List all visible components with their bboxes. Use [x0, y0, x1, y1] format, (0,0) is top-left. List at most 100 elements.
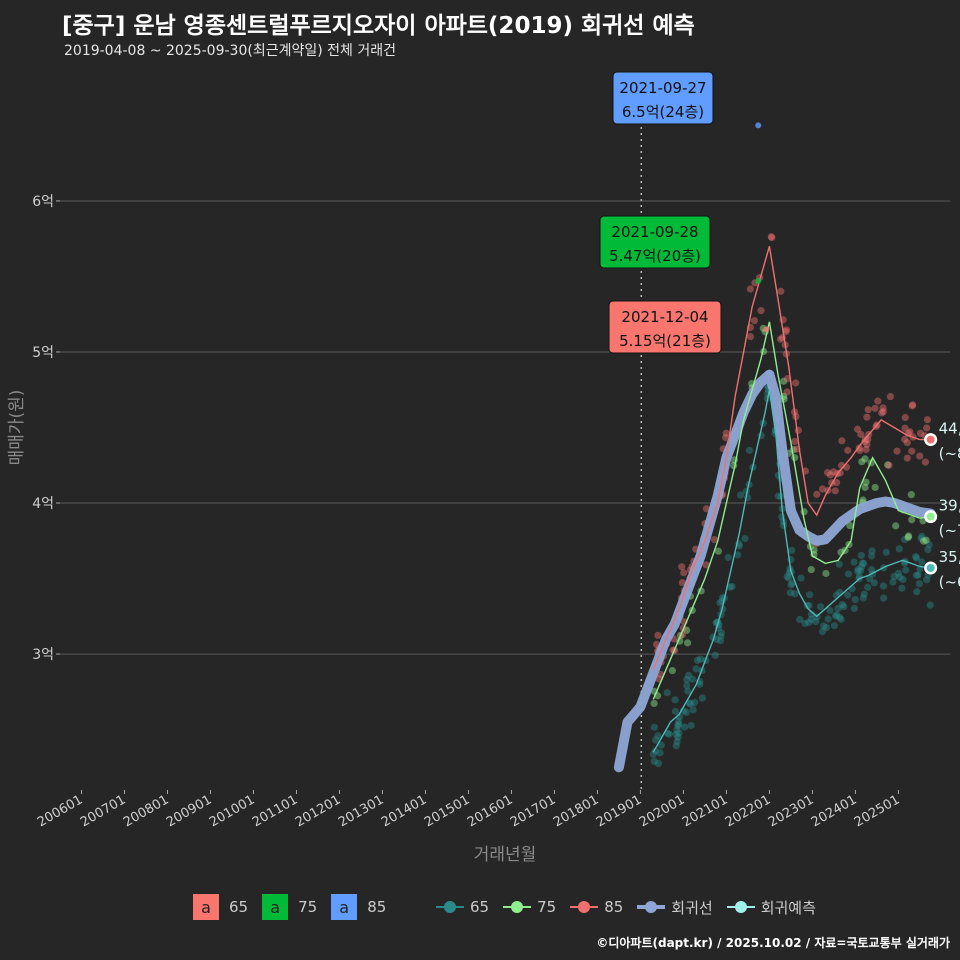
- scatter-point: [903, 439, 911, 447]
- scatter-point: [686, 700, 695, 708]
- x-axis-title: 거래년월: [474, 845, 537, 865]
- scatter-point: [794, 426, 803, 434]
- y-axis-title: 매매가(원): [7, 390, 27, 466]
- scatter-point: [923, 576, 931, 584]
- scatter-point: [831, 487, 839, 495]
- scatter-point: [835, 560, 843, 568]
- y-tick-label: 3억: [32, 647, 54, 663]
- scatter-point: [868, 547, 876, 555]
- scatter-point: [871, 404, 879, 412]
- scatter-point: [672, 730, 680, 738]
- scatter-point: [886, 392, 895, 401]
- scatter-point: [750, 317, 759, 325]
- scatter-point: [816, 603, 825, 611]
- legend-label-box-85: 85: [367, 898, 387, 916]
- scatter-point: [684, 639, 692, 647]
- scatter-point: [675, 729, 683, 737]
- callout-box: [612, 71, 714, 125]
- scatter-point: [678, 563, 686, 571]
- scatter-point: [912, 554, 921, 562]
- y-tick-label: 5억: [32, 345, 54, 361]
- scatter-point: [895, 545, 903, 553]
- scatter-point: [824, 615, 832, 623]
- end-label-area: (~85㎡): [939, 445, 960, 463]
- scatter-point: [791, 454, 799, 462]
- end-marker-dot: [926, 563, 935, 572]
- scatter-point: [722, 433, 730, 442]
- scatter-point: [858, 559, 866, 567]
- scatter-point: [741, 534, 749, 543]
- scatter-point: [820, 622, 828, 630]
- legend-label-forecast: 회귀예측: [760, 898, 816, 917]
- scatter-point: [864, 583, 872, 591]
- scatter-point: [836, 469, 844, 477]
- x-tick-label: 201001: [207, 792, 257, 830]
- scatter-point: [682, 708, 690, 716]
- scatter-point: [673, 726, 681, 734]
- scatter-point: [861, 455, 869, 463]
- scatter-point: [846, 521, 854, 530]
- scatter-point: [850, 604, 858, 613]
- x-tick-label: 202301: [766, 792, 816, 830]
- scatter-point: [774, 492, 782, 500]
- scatter-point: [826, 471, 835, 479]
- callout-point: [755, 122, 762, 129]
- scatter-point: [844, 591, 852, 599]
- scatter-point: [863, 413, 871, 421]
- callout-point: [755, 277, 762, 284]
- scatter-point: [671, 696, 679, 704]
- scatter-point: [650, 699, 658, 708]
- y-tick-label: 6억: [32, 194, 54, 210]
- x-tick-label: 201501: [422, 792, 472, 830]
- end-label-value: 39,100: [939, 497, 960, 515]
- scatter-point: [652, 736, 660, 744]
- scatter-point: [905, 532, 913, 540]
- scatter-point: [796, 615, 804, 624]
- scatter-point: [879, 582, 888, 590]
- scatter-point: [836, 613, 844, 621]
- scatter-point: [688, 675, 697, 683]
- x-tick-label: 201601: [465, 792, 515, 830]
- scatter-point: [868, 552, 876, 560]
- scatter-point: [696, 655, 705, 663]
- scatter-point: [917, 534, 925, 543]
- legend-label-regression: 회귀선: [671, 898, 713, 917]
- x-tick-label: 200601: [35, 792, 85, 830]
- scatter-point: [674, 733, 682, 741]
- scatter-point: [689, 706, 697, 714]
- scatter-point: [874, 397, 882, 405]
- scatter-point: [882, 548, 890, 556]
- scatter-point: [836, 588, 844, 596]
- scatter-point: [683, 681, 691, 690]
- scatter-point: [901, 413, 909, 422]
- legend-box-85: a: [331, 894, 358, 920]
- scatter-point: [858, 458, 866, 466]
- scatter-point: [717, 629, 725, 637]
- scatter-point: [844, 570, 853, 578]
- scatter-point: [654, 760, 662, 768]
- scatter-point: [656, 749, 664, 757]
- legend-label-line-75: 75: [537, 898, 557, 916]
- x-tick-label: 202401: [809, 792, 859, 830]
- scatter-point: [920, 537, 928, 545]
- callout-date: 2021-12-04: [621, 308, 708, 326]
- end-label-value: 44,200: [939, 420, 960, 438]
- scatter-point: [861, 483, 869, 491]
- scatter-point: [812, 617, 820, 626]
- scatter-point: [859, 496, 867, 504]
- scatter-point: [818, 628, 827, 636]
- scatter-point: [884, 461, 892, 469]
- scatter-point: [702, 561, 710, 569]
- scatter-point: [922, 536, 930, 544]
- scatter-point: [863, 440, 871, 449]
- scatter-point: [787, 581, 795, 589]
- scatter-point: [786, 565, 794, 573]
- scatter-point: [698, 694, 706, 702]
- scatter-point: [833, 611, 841, 619]
- scatter-point: [807, 615, 815, 623]
- scatter-point: [907, 491, 915, 499]
- scatter-point: [862, 478, 870, 486]
- scatter-point: [901, 424, 909, 432]
- x-tick-label: 201301: [336, 792, 386, 830]
- scatter-point: [840, 602, 848, 611]
